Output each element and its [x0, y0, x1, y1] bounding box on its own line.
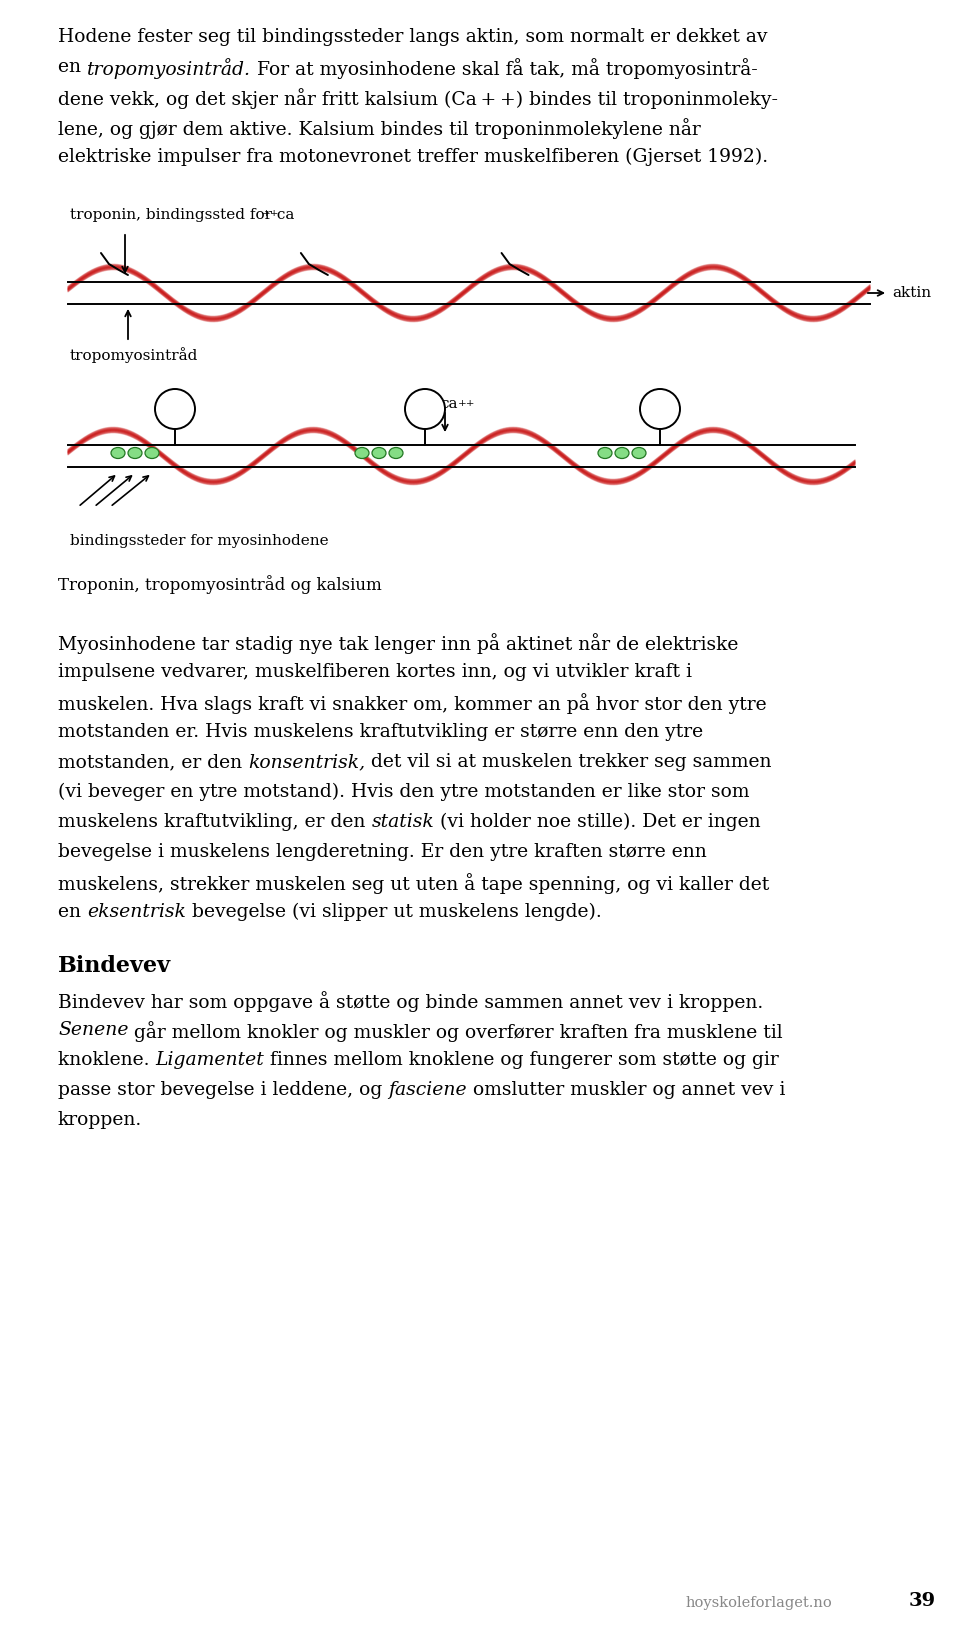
Text: troponin, bindingssted for ca: troponin, bindingssted for ca	[70, 208, 295, 223]
Ellipse shape	[615, 447, 629, 459]
Ellipse shape	[632, 447, 646, 459]
Circle shape	[405, 388, 445, 429]
Text: muskelens, strekker muskelen seg ut uten å tape spenning, og vi kaller det: muskelens, strekker muskelen seg ut uten…	[58, 873, 769, 894]
Ellipse shape	[598, 447, 612, 459]
Text: Bindevev har som oppgave å støtte og binde sammen annet vev i kroppen.: Bindevev har som oppgave å støtte og bin…	[58, 991, 763, 1012]
Circle shape	[155, 388, 195, 429]
Text: Senene: Senene	[58, 1020, 129, 1038]
Text: muskelens kraftutvikling, er den: muskelens kraftutvikling, er den	[58, 812, 372, 830]
Ellipse shape	[128, 447, 142, 459]
Text: Ligamentet: Ligamentet	[156, 1052, 264, 1070]
Text: tropomyosintråd: tropomyosintråd	[70, 347, 199, 364]
Text: (vi holder noe stille). Det er ingen: (vi holder noe stille). Det er ingen	[434, 812, 760, 830]
Text: en: en	[58, 57, 87, 75]
Text: konsentrisk,: konsentrisk,	[248, 753, 365, 771]
Ellipse shape	[355, 447, 369, 459]
Text: passe stor bevegelse i leddene, og: passe stor bevegelse i leddene, og	[58, 1081, 388, 1099]
Ellipse shape	[145, 447, 159, 459]
Text: bevegelse i muskelens lengderetning. Er den ytre kraften større enn: bevegelse i muskelens lengderetning. Er …	[58, 844, 707, 862]
Text: (vi beveger en ytre motstand). Hvis den ytre motstanden er like stor som: (vi beveger en ytre motstand). Hvis den …	[58, 783, 750, 801]
Text: hoyskoleforlaget.no: hoyskoleforlaget.no	[686, 1595, 832, 1610]
Text: 39: 39	[909, 1592, 936, 1610]
Ellipse shape	[389, 447, 403, 459]
Text: eksentrisk: eksentrisk	[87, 903, 186, 921]
Text: ++: ++	[262, 210, 279, 218]
Text: det vil si at muskelen trekker seg sammen: det vil si at muskelen trekker seg samme…	[365, 753, 772, 771]
Text: finnes mellom knoklene og fungerer som støtte og gir: finnes mellom knoklene og fungerer som s…	[264, 1052, 779, 1070]
Text: Hodene fester seg til bindingssteder langs aktin, som normalt er dekket av: Hodene fester seg til bindingssteder lan…	[58, 28, 767, 46]
Text: Bindevev: Bindevev	[58, 955, 171, 976]
Text: knoklene.: knoklene.	[58, 1052, 156, 1070]
Text: ++: ++	[458, 400, 475, 408]
Text: ca: ca	[440, 396, 458, 411]
Circle shape	[640, 388, 680, 429]
Text: statisk: statisk	[372, 812, 434, 830]
Text: Myosinhodene tar stadig nye tak lenger inn på aktinet når de elektriske: Myosinhodene tar stadig nye tak lenger i…	[58, 632, 738, 654]
Text: tropomyosintråd.: tropomyosintråd.	[87, 57, 251, 79]
Text: impulsene vedvarer, muskelfiberen kortes inn, og vi utvikler kraft i: impulsene vedvarer, muskelfiberen kortes…	[58, 663, 692, 681]
Text: muskelen. Hva slags kraft vi snakker om, kommer an på hvor stor den ytre: muskelen. Hva slags kraft vi snakker om,…	[58, 693, 767, 714]
Text: elektriske impulser fra motonevronet treffer muskelfiberen (Gjerset 1992).: elektriske impulser fra motonevronet tre…	[58, 147, 768, 165]
Text: en: en	[58, 903, 87, 921]
Text: Troponin, tropomyosintråd og kalsium: Troponin, tropomyosintråd og kalsium	[58, 575, 382, 595]
Text: For at myosinhodene skal få tak, må tropomyosintrå-: For at myosinhodene skal få tak, må trop…	[251, 57, 757, 79]
Text: dene vekk, og det skjer når fritt kalsium (Ca + +) bindes til troponinmoleky-: dene vekk, og det skjer når fritt kalsiu…	[58, 88, 778, 110]
Text: bevegelse (vi slipper ut muskelens lengde).: bevegelse (vi slipper ut muskelens lengd…	[186, 903, 602, 921]
Text: motstanden, er den: motstanden, er den	[58, 753, 248, 771]
Text: lene, og gjør dem aktive. Kalsium bindes til troponinmolekylene når: lene, og gjør dem aktive. Kalsium bindes…	[58, 118, 701, 139]
Ellipse shape	[372, 447, 386, 459]
Text: bindingssteder for myosinhodene: bindingssteder for myosinhodene	[70, 534, 328, 549]
Text: går mellom knokler og muskler og overfører kraften fra musklene til: går mellom knokler og muskler og overfør…	[129, 1020, 783, 1042]
Text: motstanden er. Hvis muskelens kraftutvikling er større enn den ytre: motstanden er. Hvis muskelens kraftutvik…	[58, 722, 703, 740]
Text: aktin: aktin	[892, 287, 931, 300]
Text: omslutter muskler og annet vev i: omslutter muskler og annet vev i	[467, 1081, 785, 1099]
Text: kroppen.: kroppen.	[58, 1111, 142, 1129]
Ellipse shape	[111, 447, 125, 459]
Text: fasciene: fasciene	[388, 1081, 467, 1099]
